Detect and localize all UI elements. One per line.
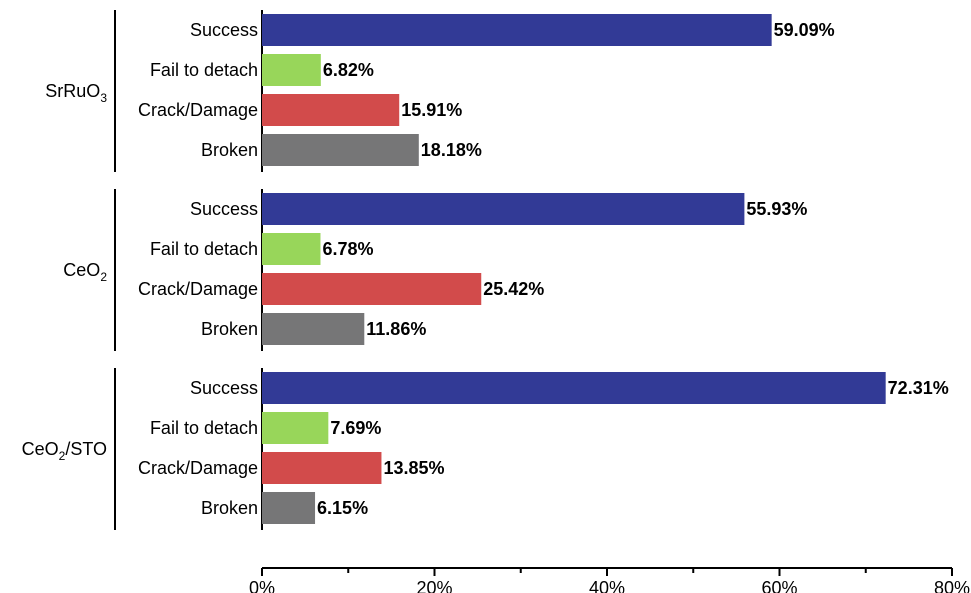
bar-broken	[262, 492, 316, 524]
category-label: Crack/Damage	[138, 279, 258, 299]
x-tick-label: 0%	[249, 578, 275, 593]
data-label: 6.15%	[317, 498, 368, 518]
data-label: 72.31%	[888, 378, 949, 398]
group-label: CeO2	[63, 260, 107, 284]
category-label: Success	[190, 378, 258, 398]
category-label: Broken	[201, 140, 258, 160]
data-label: 55.93%	[746, 199, 807, 219]
bar-broken	[262, 134, 419, 166]
bar-success	[262, 14, 772, 46]
data-label: 13.85%	[383, 458, 444, 478]
x-tick-label: 60%	[761, 578, 797, 593]
x-tick-label: 40%	[589, 578, 625, 593]
group-label: CeO2/STO	[22, 439, 107, 463]
x-tick-label: 80%	[934, 578, 970, 593]
bar-crack-damage	[262, 94, 400, 126]
bar-success	[262, 372, 886, 404]
data-label: 18.18%	[421, 140, 482, 160]
category-label: Broken	[201, 319, 258, 339]
bar-fail-to-detach	[262, 54, 321, 86]
category-label: Crack/Damage	[138, 100, 258, 120]
bar-fail-to-detach	[262, 412, 329, 444]
data-label: 6.78%	[322, 239, 373, 259]
x-tick-label: 20%	[416, 578, 452, 593]
category-label: Fail to detach	[150, 418, 258, 438]
data-label: 7.69%	[330, 418, 381, 438]
bar-success	[262, 193, 745, 225]
bar-crack-damage	[262, 452, 382, 484]
category-label: Success	[190, 199, 258, 219]
category-label: Fail to detach	[150, 60, 258, 80]
bar-broken	[262, 313, 365, 345]
data-label: 11.86%	[366, 319, 426, 339]
data-label: 59.09%	[774, 20, 835, 40]
group-label: SrRuO3	[45, 81, 107, 105]
bar-crack-damage	[262, 273, 482, 305]
category-label: Fail to detach	[150, 239, 258, 259]
data-label: 15.91%	[401, 100, 462, 120]
category-label: Crack/Damage	[138, 458, 258, 478]
category-label: Success	[190, 20, 258, 40]
bar-fail-to-detach	[262, 233, 321, 265]
data-label: 25.42%	[483, 279, 544, 299]
category-label: Broken	[201, 498, 258, 518]
data-label: 6.82%	[323, 60, 374, 80]
